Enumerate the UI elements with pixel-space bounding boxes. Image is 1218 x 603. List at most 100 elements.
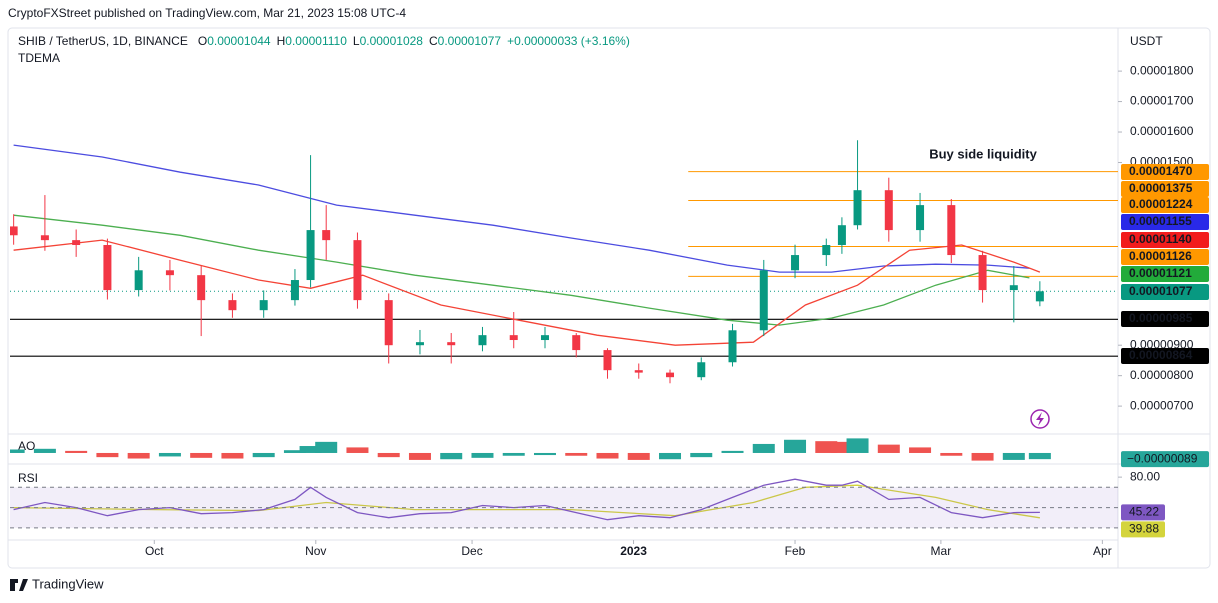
ao-bar bbox=[721, 450, 744, 453]
candle-body bbox=[572, 335, 581, 351]
ao-bar bbox=[221, 452, 244, 459]
rsi-tick-label: 80.00 bbox=[1130, 469, 1160, 483]
x-tick-label: 2023 bbox=[620, 544, 647, 558]
x-tick-label: Nov bbox=[305, 544, 326, 558]
candle-body bbox=[478, 335, 487, 346]
ao-bar bbox=[940, 452, 963, 456]
ao-bar bbox=[784, 439, 807, 453]
candle-body bbox=[540, 335, 549, 341]
price-label: 0.00000864 bbox=[1129, 348, 1193, 362]
footer-brand: TradingView bbox=[32, 576, 104, 591]
y-tick-label: 0.00001700 bbox=[1130, 94, 1194, 108]
price-label-box bbox=[1121, 164, 1209, 180]
ao-bar bbox=[299, 446, 322, 453]
price-label-box bbox=[1121, 284, 1209, 300]
ao-bar bbox=[627, 452, 650, 460]
x-tick-label: Feb bbox=[785, 544, 806, 558]
candle-body bbox=[728, 330, 737, 363]
price-label-box bbox=[1121, 214, 1209, 230]
ao-value-label: −0.00000089 bbox=[1127, 451, 1198, 465]
candle-body bbox=[290, 280, 299, 301]
ao-bar bbox=[830, 441, 853, 453]
candle-body bbox=[791, 255, 800, 271]
ao-bar bbox=[659, 452, 682, 460]
rsi-value-label: 45.22 bbox=[1129, 505, 1159, 519]
ao-bar bbox=[565, 452, 588, 456]
ao-bar bbox=[283, 450, 306, 453]
plot-area bbox=[10, 140, 1118, 521]
candle-body bbox=[603, 350, 612, 371]
ao-bar bbox=[502, 452, 525, 456]
price-label-box bbox=[1121, 348, 1209, 364]
ao-bar bbox=[971, 452, 994, 461]
candle-body bbox=[916, 205, 925, 231]
ao-bar bbox=[815, 441, 838, 453]
price-label-box bbox=[1121, 197, 1209, 213]
candle-body bbox=[697, 362, 706, 378]
candle-body bbox=[197, 275, 206, 301]
x-tick-label: Apr bbox=[1093, 544, 1112, 558]
ao-bar bbox=[846, 438, 869, 453]
ao-bar bbox=[65, 450, 88, 453]
candle-body bbox=[822, 245, 831, 256]
symbol-legend: SHIB / TetherUS, 1D, BINANCE O0.00001044 H… bbox=[18, 34, 630, 48]
ohlc-key: O bbox=[198, 34, 207, 48]
ao-bar bbox=[96, 452, 119, 458]
candle-body bbox=[10, 226, 18, 236]
ao-bar bbox=[877, 444, 900, 453]
ao-bar bbox=[158, 452, 181, 457]
ao-bar bbox=[377, 452, 400, 458]
rsi-ma-value-box bbox=[1121, 521, 1165, 538]
ao-bar bbox=[408, 452, 431, 460]
price-label-box bbox=[1121, 311, 1209, 327]
moving-average bbox=[13, 144, 1030, 273]
x-tick-label: Oct bbox=[145, 544, 164, 558]
rsi-ma-value-label: 39.88 bbox=[1129, 522, 1159, 536]
ao-bar bbox=[252, 452, 275, 458]
price-label-box bbox=[1121, 181, 1209, 197]
ohlc-value: 0.00001028 bbox=[360, 34, 424, 48]
indicator-name: TDEMA bbox=[18, 51, 60, 65]
alert-icon[interactable] bbox=[1030, 409, 1050, 429]
candle-body bbox=[134, 270, 143, 291]
price-label: 0.00001224 bbox=[1129, 197, 1193, 211]
candle-body bbox=[72, 240, 81, 246]
candle-body bbox=[322, 230, 331, 241]
rsi-line bbox=[13, 478, 1040, 521]
currency: USDT bbox=[1130, 34, 1163, 48]
y-tick-label: 0.00001600 bbox=[1130, 124, 1194, 138]
candle-body bbox=[165, 270, 174, 276]
ao-bar bbox=[127, 452, 150, 459]
published-note: CryptoFXStreet published on TradingView.… bbox=[8, 6, 406, 20]
rsi-label: RSI bbox=[18, 471, 38, 485]
candle-body bbox=[228, 300, 237, 311]
symbol: SHIB / TetherUS, 1D, BINANCE bbox=[18, 34, 188, 48]
candle-body bbox=[666, 372, 675, 378]
price-label: 0.00001121 bbox=[1129, 266, 1192, 280]
ao-bar bbox=[909, 447, 932, 453]
ohlc-value: 0.00001077 bbox=[438, 34, 502, 48]
ohlc-key: H bbox=[277, 34, 286, 48]
ao-bar bbox=[752, 443, 775, 453]
ao-bar bbox=[1002, 452, 1025, 460]
candle-body bbox=[353, 240, 362, 301]
x-tick-label: Mar bbox=[931, 544, 952, 558]
candle-body bbox=[509, 335, 518, 341]
ao-bar bbox=[596, 452, 619, 459]
price-label: 0.00001126 bbox=[1129, 249, 1192, 263]
candle-body bbox=[853, 190, 862, 226]
ao-bar bbox=[315, 441, 338, 453]
moving-average bbox=[13, 239, 1041, 346]
ohlc-value: 0.00001110 bbox=[285, 34, 347, 48]
rsi-value-box bbox=[1121, 504, 1165, 521]
candle-body bbox=[447, 342, 456, 346]
ao-bar bbox=[190, 452, 213, 458]
ohlc-key: L bbox=[353, 34, 360, 48]
candle-body bbox=[837, 225, 846, 246]
candle-body bbox=[415, 342, 424, 346]
ao-value-box bbox=[1121, 451, 1209, 468]
y-tick-label: 0.00001800 bbox=[1130, 63, 1194, 77]
price-label: 0.00001155 bbox=[1129, 214, 1192, 228]
candle-body bbox=[259, 300, 268, 311]
